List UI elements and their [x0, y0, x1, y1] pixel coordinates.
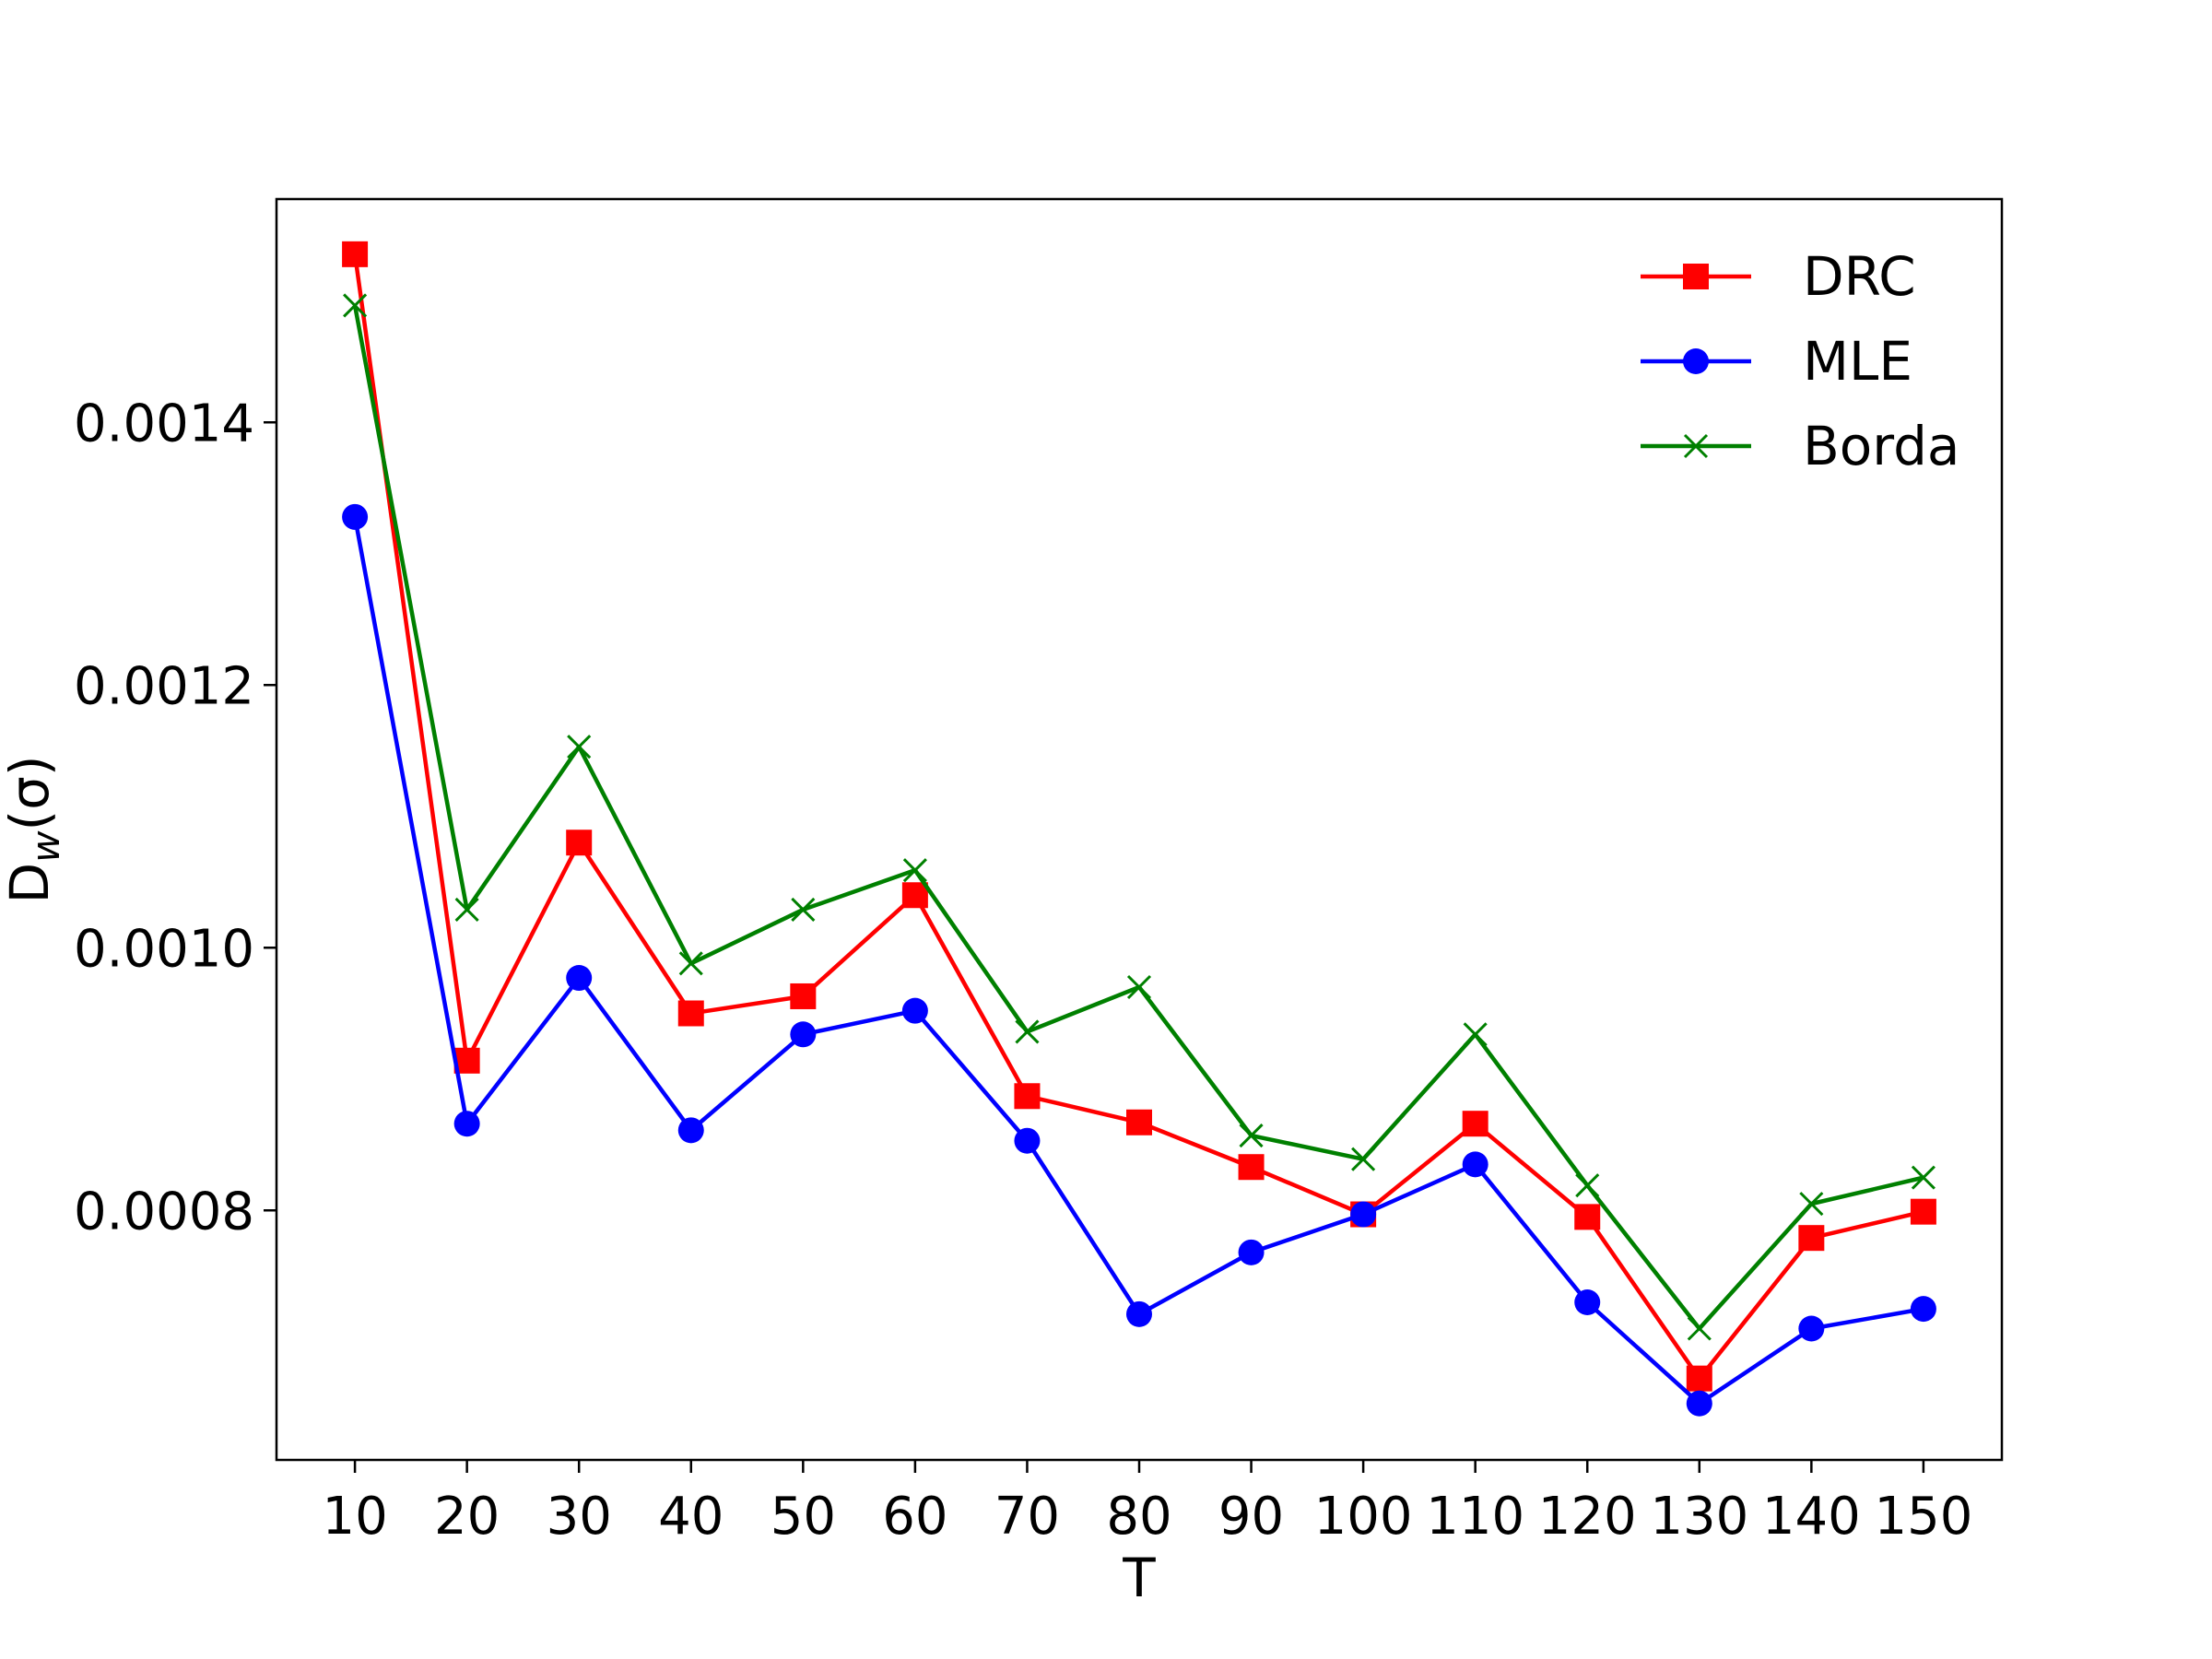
data-point-mle [1910, 1296, 1936, 1323]
data-point-drc [1238, 1154, 1265, 1181]
plot-area [276, 199, 2002, 1460]
legend-marker-borda [1683, 433, 1709, 459]
legend-item-drc: DRC [1641, 245, 1916, 308]
data-point-drc [1910, 1198, 1936, 1225]
data-point-mle [1126, 1300, 1152, 1327]
data-point-mle [1462, 1151, 1488, 1178]
x-tick-label: 80 [1106, 1487, 1171, 1547]
data-point-borda [1687, 1316, 1712, 1341]
x-tick-label: 20 [434, 1487, 500, 1547]
legend-marker-mle [1683, 348, 1709, 374]
data-point-borda [343, 293, 368, 318]
data-point-drc [1686, 1365, 1712, 1392]
x-tick-label: 70 [994, 1487, 1060, 1547]
x-axis: 10 20 30 40 50 60 70 80 90 100 110 120 130 140 150 [322, 1460, 1972, 1547]
data-point-drc [566, 830, 593, 856]
x-tick-label: 150 [1874, 1487, 1972, 1547]
x-tick-label: 110 [1426, 1487, 1524, 1547]
legend-marker-drc [1683, 264, 1709, 289]
series-layer [342, 241, 1936, 1417]
data-point-mle [1798, 1315, 1825, 1342]
legend-label-borda: Borda [1803, 415, 1959, 477]
data-point-drc [1014, 1083, 1041, 1110]
data-point-borda [1015, 1019, 1040, 1044]
data-point-mle [790, 1021, 817, 1048]
data-point-borda [902, 858, 927, 883]
data-point-borda [791, 897, 816, 922]
data-point-drc [1798, 1225, 1825, 1252]
data-point-mle [1238, 1239, 1265, 1265]
series-mle [342, 503, 1936, 1417]
y-tick-label: 0.0008 [74, 1182, 254, 1241]
data-point-borda [1239, 1123, 1264, 1148]
x-tick-label: 90 [1218, 1487, 1284, 1547]
data-point-borda [1126, 974, 1152, 1000]
data-point-mle [453, 1111, 480, 1137]
legend-item-mle: MLE [1641, 330, 1912, 393]
plot-frame [275, 197, 2004, 1462]
data-point-mle [1686, 1390, 1712, 1417]
x-tick-label: 60 [882, 1487, 947, 1547]
legend-label-mle: MLE [1803, 330, 1912, 393]
data-point-drc [342, 241, 369, 267]
data-point-mle [901, 997, 928, 1024]
legend-label-drc: DRC [1803, 245, 1916, 308]
x-tick-label: 50 [771, 1487, 836, 1547]
y-tick-label: 0.0010 [74, 919, 254, 979]
y-axis: 0.0008 0.0010 0.0012 0.0014 [74, 394, 276, 1241]
legend-item-borda: Borda [1641, 415, 1959, 477]
x-tick-label: 140 [1762, 1487, 1861, 1547]
data-point-mle [1014, 1127, 1041, 1154]
data-point-mle [1574, 1289, 1601, 1315]
data-point-mle [1350, 1201, 1377, 1228]
x-axis-title: T [1122, 1547, 1156, 1609]
data-point-borda [1911, 1165, 1936, 1190]
data-point-borda [1799, 1192, 1824, 1217]
data-point-drc [1462, 1111, 1488, 1137]
data-point-borda [1351, 1147, 1376, 1171]
y-tick-label: 0.0012 [74, 656, 254, 716]
data-point-mle [566, 965, 593, 992]
x-tick-label: 40 [658, 1487, 724, 1547]
data-point-borda [567, 735, 592, 759]
y-axis-title: Dw(σ) [0, 755, 68, 903]
x-tick-label: 30 [547, 1487, 612, 1547]
series-borda [343, 293, 1936, 1341]
data-point-mle [677, 1117, 704, 1144]
data-point-borda [454, 897, 479, 922]
data-point-drc [1126, 1109, 1152, 1135]
series-drc [342, 241, 1936, 1392]
data-point-borda [678, 951, 703, 976]
data-point-borda [1463, 1022, 1488, 1047]
data-point-drc [790, 982, 817, 1009]
y-tick-label: 0.0014 [74, 394, 254, 453]
data-point-mle [342, 503, 369, 530]
x-tick-label: 10 [322, 1487, 387, 1547]
data-point-drc [1574, 1204, 1601, 1230]
x-tick-label: 120 [1538, 1487, 1637, 1547]
x-tick-label: 100 [1314, 1487, 1413, 1547]
data-point-drc [901, 882, 928, 909]
data-point-drc [677, 1000, 704, 1027]
data-point-borda [1575, 1173, 1600, 1198]
x-tick-label: 130 [1650, 1487, 1748, 1547]
legend: DRC MLE Borda [1641, 245, 1959, 477]
